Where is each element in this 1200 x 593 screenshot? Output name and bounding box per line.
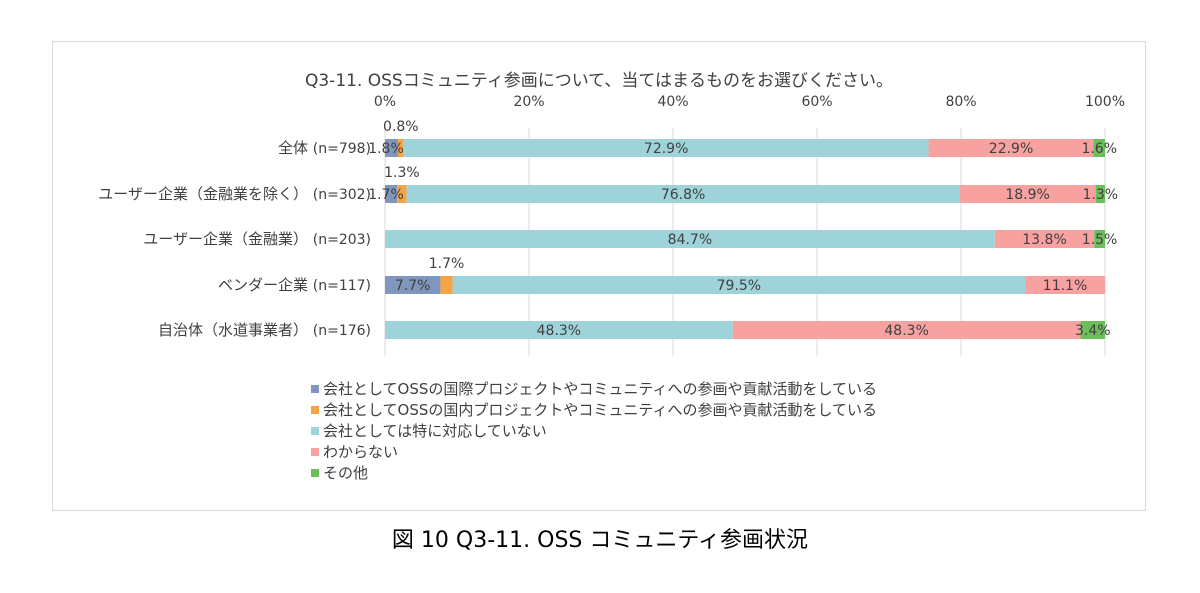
data-label: 7.7% (395, 278, 431, 294)
category-name: ベンダー企業 (218, 276, 313, 294)
category-name: 全体 (278, 139, 313, 157)
legend-swatch (311, 448, 319, 456)
data-label: 48.3% (537, 323, 581, 339)
data-label: 76.8% (661, 187, 705, 203)
bar-segment (385, 276, 441, 294)
data-label: 48.3% (884, 323, 928, 339)
x-tick-label: 40% (657, 94, 688, 110)
legend-swatch (311, 469, 319, 477)
bar-segment (385, 321, 733, 339)
legend-swatch (311, 427, 319, 435)
category-n: (n=117) (313, 278, 371, 294)
category-label: ユーザー企業（金融業を除く） (n=302) (98, 185, 371, 203)
data-label: 1.8% (368, 141, 404, 157)
x-tick-label: 0% (374, 94, 396, 110)
chart-frame: Q3-11. OSSコミュニティ参画について、当てはまるものをお選びください。 … (52, 41, 1146, 511)
legend-label: 会社としてOSSの国内プロジェクトやコミュニティへの参画や貢献活動をしている (323, 401, 877, 419)
data-label: 1.7% (368, 187, 404, 203)
legend-swatch (311, 385, 319, 393)
bar-segment (994, 230, 1095, 248)
chart-title: Q3-11. OSSコミュニティ参画について、当てはまるものをお選びください。 (305, 71, 893, 91)
bar-segment (1025, 276, 1105, 294)
category-name: ユーザー企業（金融業を除く） (98, 185, 312, 203)
bar-segment (397, 139, 404, 157)
bar-segment (440, 276, 453, 294)
category-n: (n=798) (313, 141, 371, 157)
category-labels: 全体 (n=798)ユーザー企業（金融業を除く） (n=302)ユーザー企業（金… (98, 139, 371, 339)
x-tick-label: 100% (1085, 94, 1125, 110)
category-label: ユーザー企業（金融業） (n=203) (143, 230, 371, 248)
legend-label: その他 (323, 464, 368, 482)
category-n: (n=302) (313, 187, 371, 203)
bar-segment (385, 230, 995, 248)
bar-segment (959, 185, 1096, 203)
bar-segment (385, 185, 398, 203)
data-label: 84.7% (668, 232, 712, 248)
figure-caption: 図 10 Q3-11. OSS コミュニティ参画状況 (391, 528, 809, 553)
category-n: (n=203) (313, 232, 371, 248)
category-label: ベンダー企業 (n=117) (218, 276, 371, 294)
data-label: 1.5% (1082, 232, 1118, 248)
bar-segment (1080, 321, 1105, 339)
category-label: 自治体（水道事業者） (n=176) (158, 321, 371, 339)
data-label: 1.3% (1083, 187, 1119, 203)
x-axis-ticks: 0% 20% 40% 60% 80% 100% (374, 94, 1125, 110)
stacked-bar-chart: Q3-11. OSSコミュニティ参画について、当てはまるものをお選びください。 … (98, 71, 1125, 482)
data-label: 1.7% (429, 256, 465, 272)
legend-swatch (311, 406, 319, 414)
x-tick-label: 60% (801, 94, 832, 110)
category-name: 自治体（水道事業者） (158, 321, 313, 339)
legend-label: わからない (323, 443, 398, 461)
legend-label: 会社としてOSSの国際プロジェクトやコミュニティへの参画や貢献活動をしている (323, 380, 877, 398)
data-label: 72.9% (644, 141, 688, 157)
bar-segment (406, 185, 960, 203)
bar-segment (732, 321, 1081, 339)
data-label: 3.4% (1075, 323, 1111, 339)
bar-segment (452, 276, 1026, 294)
bar-segment (1093, 139, 1105, 157)
legend: 会社としてOSSの国際プロジェクトやコミュニティへの参画や貢献活動をしている会社… (311, 380, 877, 482)
bar-segment (1095, 185, 1105, 203)
data-label: 79.5% (717, 278, 761, 294)
data-label: 22.9% (989, 141, 1033, 157)
data-label: 1.3% (384, 165, 420, 181)
data-labels: 1.8% 0.8% 72.9% 22.9% 1.6% 1.7% 1.3% 76.8% 18.9%… (368, 119, 1118, 339)
category-n: (n=176) (313, 323, 371, 339)
x-tick-label: 80% (945, 94, 976, 110)
data-label: 11.1% (1043, 278, 1087, 294)
bars (385, 139, 1105, 339)
data-label: 13.8% (1022, 232, 1066, 248)
bar-segment (928, 139, 1094, 157)
bar-segment (397, 185, 407, 203)
bar-segment (385, 139, 398, 157)
data-label: 0.8% (383, 119, 419, 135)
x-tick-label: 20% (513, 94, 544, 110)
legend-label: 会社としては特に対応していない (323, 422, 547, 440)
category-label: 全体 (n=798) (278, 139, 371, 157)
bar-segment (1094, 230, 1105, 248)
category-name: ユーザー企業（金融業） (143, 230, 312, 248)
bar-segment (403, 139, 929, 157)
data-label: 18.9% (1005, 187, 1049, 203)
data-label: 1.6% (1081, 141, 1117, 157)
